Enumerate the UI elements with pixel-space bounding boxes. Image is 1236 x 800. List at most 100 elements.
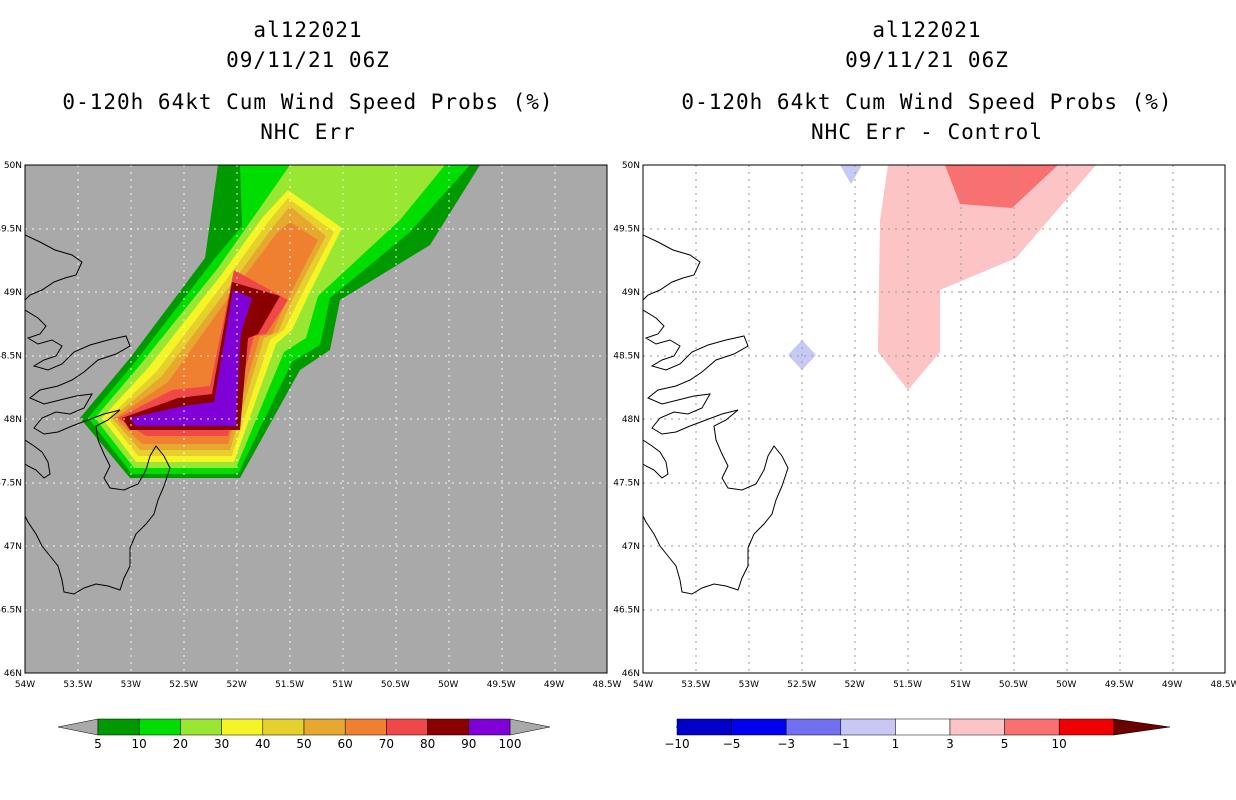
y-tick-label: 48.5N	[0, 352, 22, 362]
x-tick-label: 52W	[844, 680, 864, 690]
left-colorbar-label: 10	[132, 737, 147, 751]
left-map-panel: 54W 53.5W 53W 52.5W 52W 51.5W 51W 50.5W 50W 49.5W…	[0, 161, 622, 690]
right-colorbar-label: 1	[892, 737, 900, 751]
right-colorbar-label: −10	[664, 737, 689, 751]
right-product-title: 0-120h 64kt Cum Wind Speed Probs (%)	[681, 90, 1173, 114]
right-colorbar-swatch	[1058, 718, 1115, 736]
left-colorbar-label: 60	[338, 737, 353, 751]
x-tick-label: 49.5W	[487, 680, 516, 690]
left-gridlines	[25, 165, 607, 673]
right-map-frame	[642, 164, 1226, 674]
y-tick-label: 49.5N	[613, 225, 640, 235]
x-tick-label: 53.5W	[63, 680, 92, 690]
right-colorbar-label: 3	[946, 737, 954, 751]
left-colorbar-swatch	[303, 718, 346, 736]
left-colorbar-swatch	[386, 718, 428, 736]
y-tick-label: 47N	[622, 542, 640, 552]
left-colorbar-label: 90	[461, 737, 476, 751]
diff-1-to-3	[878, 165, 1096, 390]
right-map-panel: 54W 53.5W 53W 52.5W 52W 51.5W 51W 50.5W 50W 49.5W…	[613, 161, 1236, 690]
x-tick-label: 49W	[544, 680, 564, 690]
right-difference-contours	[788, 165, 1096, 390]
x-tick-label: 52.5W	[787, 680, 816, 690]
right-colorbar-swatch	[1004, 718, 1060, 736]
left-colorbar-label: 50	[296, 737, 311, 751]
x-tick-label: 51W	[950, 680, 970, 690]
y-tick-label: 47.5N	[613, 479, 640, 489]
left-colorbar-swatch	[262, 718, 305, 736]
right-datetime: 09/11/21 06Z	[845, 48, 1009, 72]
y-tick-label: 46N	[4, 669, 22, 679]
y-tick-label: 46.5N	[0, 606, 22, 616]
x-tick-label: 50W	[1056, 680, 1076, 690]
y-tick-label: 48N	[622, 415, 640, 425]
left-colorbar-swatch	[97, 718, 140, 736]
left-colorbar: 5 10 20 30 40 50 60 70 80 90 100	[57, 718, 551, 751]
y-tick-label: 47.5N	[0, 479, 22, 489]
x-tick-label: 49W	[1162, 680, 1182, 690]
right-colorbar-swatch	[949, 718, 1005, 736]
right-gridlines	[643, 165, 1225, 673]
y-tick-label: 49N	[622, 288, 640, 298]
left-product-title: 0-120h 64kt Cum Wind Speed Probs (%)	[62, 90, 554, 114]
right-axis-ticks: 54W 53.5W 53W 52.5W 52W 51.5W 51W 50.5W 50W 49.5W…	[613, 161, 1236, 690]
y-tick-label: 46N	[622, 669, 640, 679]
left-colorbar-label: 80	[420, 737, 435, 751]
y-tick-label: 48N	[4, 415, 22, 425]
left-colorbar-label: 5	[94, 737, 102, 751]
left-colorbar-swatch	[468, 718, 511, 736]
right-colorbar-swatch	[895, 718, 951, 736]
x-tick-label: 52W	[226, 680, 246, 690]
x-tick-label: 49.5W	[1105, 680, 1134, 690]
left-colorbar-swatch	[344, 718, 387, 736]
right-colorbar-swatch	[785, 718, 842, 736]
x-tick-label: 53.5W	[681, 680, 710, 690]
left-colorbar-label: 20	[173, 737, 188, 751]
right-colorbar-swatch	[840, 718, 896, 736]
left-datetime: 09/11/21 06Z	[226, 48, 390, 72]
diff-3-to-5	[945, 165, 1058, 208]
right-colorbar-high-arrow	[1113, 718, 1171, 736]
x-tick-label: 50.5W	[999, 680, 1028, 690]
left-colorbar-label: 70	[379, 737, 394, 751]
right-storm-id: al122021	[872, 18, 982, 42]
x-tick-label: 48.5W	[1211, 680, 1236, 690]
right-colorbar-swatch	[731, 718, 787, 736]
x-tick-label: 53W	[739, 680, 759, 690]
x-tick-label: 51.5W	[275, 680, 304, 690]
diff-minus1-to-minus3-b	[840, 165, 862, 184]
left-map-frame	[24, 164, 608, 674]
x-tick-label: 51.5W	[893, 680, 922, 690]
y-tick-label: 47N	[4, 542, 22, 552]
left-colorbar-high-arrow	[509, 718, 551, 736]
x-tick-label: 53W	[121, 680, 141, 690]
left-colorbar-label: 40	[255, 737, 270, 751]
contour-60	[115, 222, 318, 444]
left-colorbar-low-arrow	[57, 718, 99, 736]
right-colorbar-label: −3	[777, 737, 795, 751]
y-tick-label: 50N	[4, 161, 22, 171]
right-subtitle: NHC Err - Control	[811, 120, 1043, 144]
right-colorbar-label: 5	[1001, 737, 1009, 751]
left-panel-title: al122021 09/11/21 06Z 0-120h 64kt Cum Wi…	[8, 15, 608, 147]
left-colorbar-swatch	[138, 718, 181, 736]
left-axis-ticks: 54W 53.5W 53W 52.5W 52W 51.5W 51W 50.5W 50W 49.5W…	[0, 161, 622, 690]
right-colorbar: −10 −5 −3 −1 1 3 5 10	[664, 718, 1171, 751]
right-colorbar-label: −5	[723, 737, 741, 751]
left-subtitle: NHC Err	[260, 120, 356, 144]
x-tick-label: 50W	[438, 680, 458, 690]
right-panel-title: al122021 09/11/21 06Z 0-120h 64kt Cum Wi…	[627, 15, 1227, 147]
x-tick-label: 54W	[633, 680, 653, 690]
y-tick-label: 49.5N	[0, 225, 22, 235]
y-tick-label: 48.5N	[613, 352, 640, 362]
right-colorbar-swatch	[676, 718, 732, 736]
x-tick-label: 52.5W	[169, 680, 198, 690]
left-colorbar-swatch	[221, 718, 264, 736]
left-colorbar-swatch	[427, 718, 470, 736]
y-tick-label: 46.5N	[613, 606, 640, 616]
x-tick-label: 50.5W	[381, 680, 410, 690]
left-colorbar-label: 100	[499, 737, 522, 751]
x-tick-label: 54W	[15, 680, 35, 690]
x-tick-label: 51W	[332, 680, 352, 690]
right-colorbar-label: −1	[832, 737, 850, 751]
